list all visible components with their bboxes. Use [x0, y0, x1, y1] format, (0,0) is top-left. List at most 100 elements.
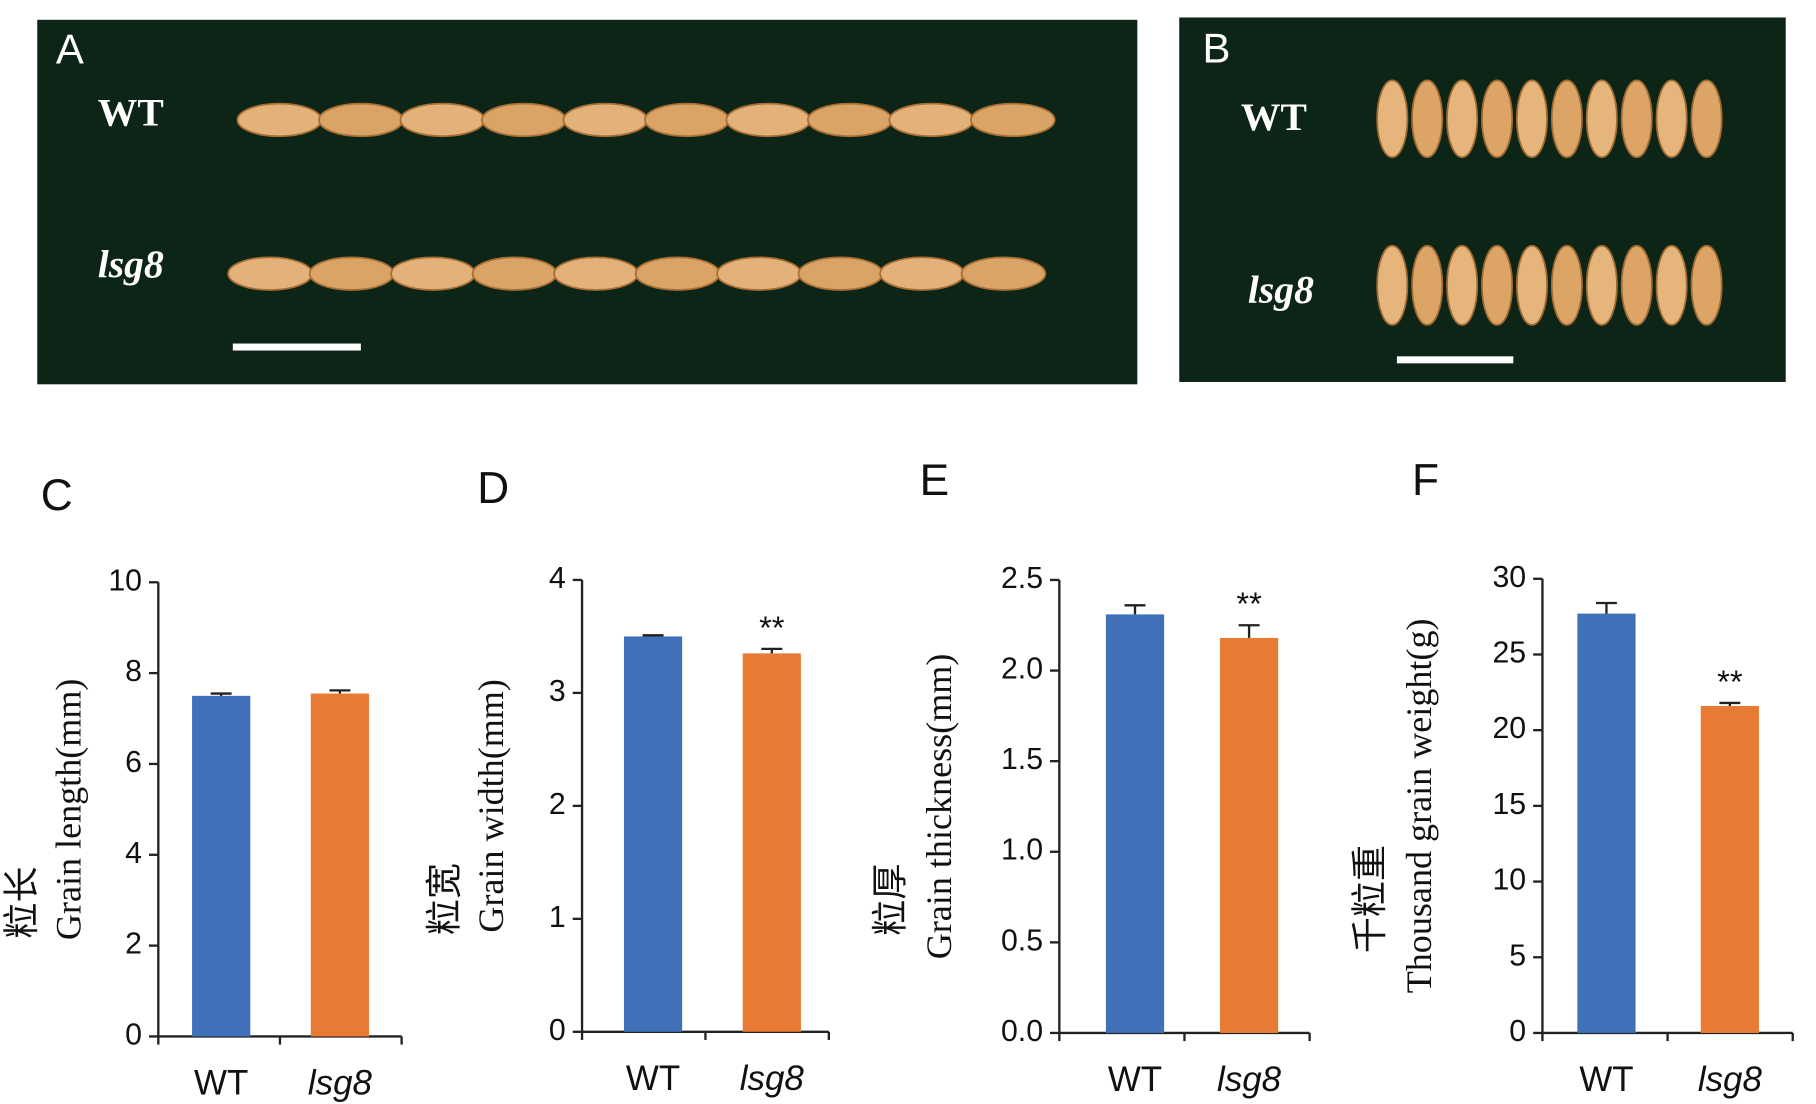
x-tick-label: WT — [1579, 1060, 1633, 1099]
bar — [742, 653, 801, 1032]
grain — [308, 256, 395, 291]
y-tick-label: 1 — [549, 901, 566, 934]
y-tick-label: 0 — [125, 1018, 142, 1051]
grain — [1411, 244, 1444, 326]
grain — [807, 102, 893, 138]
grain — [1376, 244, 1409, 326]
grains — [227, 79, 1723, 326]
y-axis-label: Grain width(mm) — [471, 679, 511, 933]
grain — [1481, 79, 1514, 159]
y-tick-label: 10 — [108, 564, 142, 597]
grain — [888, 102, 975, 138]
error-bar — [1124, 604, 1146, 615]
y-tick-label: 4 — [125, 837, 142, 870]
grain — [1446, 79, 1479, 159]
y-tick-label: 5 — [1509, 939, 1526, 972]
grain — [481, 102, 567, 138]
row-label: WT — [98, 91, 164, 135]
grain — [1585, 244, 1618, 326]
panel-letter: F — [1412, 456, 1439, 505]
grain — [725, 102, 812, 138]
grain — [553, 256, 639, 291]
grain — [634, 256, 721, 291]
panel-letter: C — [41, 471, 73, 520]
x-tick-label: WT — [194, 1064, 248, 1103]
y-tick-label: 0 — [1509, 1015, 1526, 1048]
y-tick-label: 1.0 — [1001, 834, 1043, 867]
grain — [1550, 244, 1583, 326]
y-axis-label-cn: 千粒重 — [1350, 845, 1390, 953]
y-tick-label: 2.0 — [1001, 653, 1043, 686]
grain — [1550, 79, 1583, 159]
y-tick-label: 15 — [1492, 788, 1526, 821]
grain — [1655, 79, 1688, 159]
grain — [879, 256, 965, 291]
y-tick-label: 30 — [1492, 561, 1526, 594]
y-tick-label: 2 — [125, 928, 142, 961]
y-tick-label: 4 — [549, 562, 566, 595]
panel-letter: A — [56, 25, 84, 72]
y-tick-label: 0.5 — [1001, 924, 1043, 957]
grain — [471, 256, 558, 291]
y-tick-label: 3 — [549, 675, 566, 708]
panel-letter: B — [1203, 24, 1231, 71]
grain — [1620, 244, 1653, 326]
y-tick-label: 8 — [125, 655, 142, 688]
row-label: lsg8 — [1248, 268, 1314, 312]
y-axis-label-cn: 粒长 — [2, 866, 42, 938]
grain — [1376, 79, 1409, 159]
significance-label: ** — [1236, 585, 1262, 622]
y-tick-label: 6 — [125, 746, 142, 779]
grain — [960, 256, 1047, 291]
y-tick-label: 2.5 — [1001, 562, 1043, 595]
grain — [318, 102, 404, 138]
y-axis-label-cn: 粒宽 — [424, 863, 464, 935]
x-tick-label: lsg8 — [1217, 1060, 1282, 1099]
bar — [623, 636, 683, 1032]
grain — [1585, 79, 1618, 159]
grain — [390, 256, 476, 291]
grain — [1655, 244, 1688, 326]
y-axis-label: Grain length(mm) — [48, 679, 88, 941]
x-tick-label: lsg8 — [1698, 1060, 1763, 1099]
grain — [969, 102, 1056, 138]
grain — [227, 256, 313, 291]
x-tick-label: WT — [626, 1059, 680, 1098]
y-tick-label: 2 — [549, 788, 566, 821]
panel-letter: E — [920, 456, 950, 505]
error-bar — [642, 634, 664, 637]
grain — [1515, 244, 1548, 326]
scale-bar — [232, 343, 361, 351]
grain — [562, 102, 649, 138]
y-tick-label: 25 — [1492, 636, 1526, 669]
grain — [1481, 244, 1514, 326]
grain — [399, 102, 486, 138]
grain — [1620, 79, 1653, 159]
bar — [310, 693, 370, 1037]
x-tick-label: lsg8 — [740, 1059, 805, 1098]
panel-letter: D — [477, 464, 509, 513]
y-tick-label: 0 — [549, 1014, 566, 1047]
scale-bar — [1396, 356, 1514, 364]
bar — [1219, 637, 1279, 1033]
significance-label: ** — [759, 609, 785, 646]
x-tick-label: lsg8 — [308, 1064, 373, 1103]
grain — [1446, 244, 1479, 326]
row-label: lsg8 — [98, 242, 164, 286]
photo-panel-b — [1179, 17, 1786, 382]
grain — [716, 256, 802, 291]
error-bar — [1719, 701, 1741, 706]
photo-panel-a — [37, 19, 1138, 385]
bar — [1105, 614, 1165, 1033]
bar — [1700, 705, 1759, 1033]
grain — [1411, 79, 1444, 159]
y-tick-label: 1.5 — [1001, 743, 1043, 776]
y-axis-label: Thousand grain weight(g) — [1399, 618, 1439, 993]
grain — [1690, 79, 1723, 159]
error-bar — [761, 647, 783, 654]
grain — [1690, 244, 1723, 326]
row-label: WT — [1241, 95, 1307, 139]
y-tick-label: 20 — [1492, 712, 1526, 745]
y-tick-label: 10 — [1492, 864, 1526, 897]
